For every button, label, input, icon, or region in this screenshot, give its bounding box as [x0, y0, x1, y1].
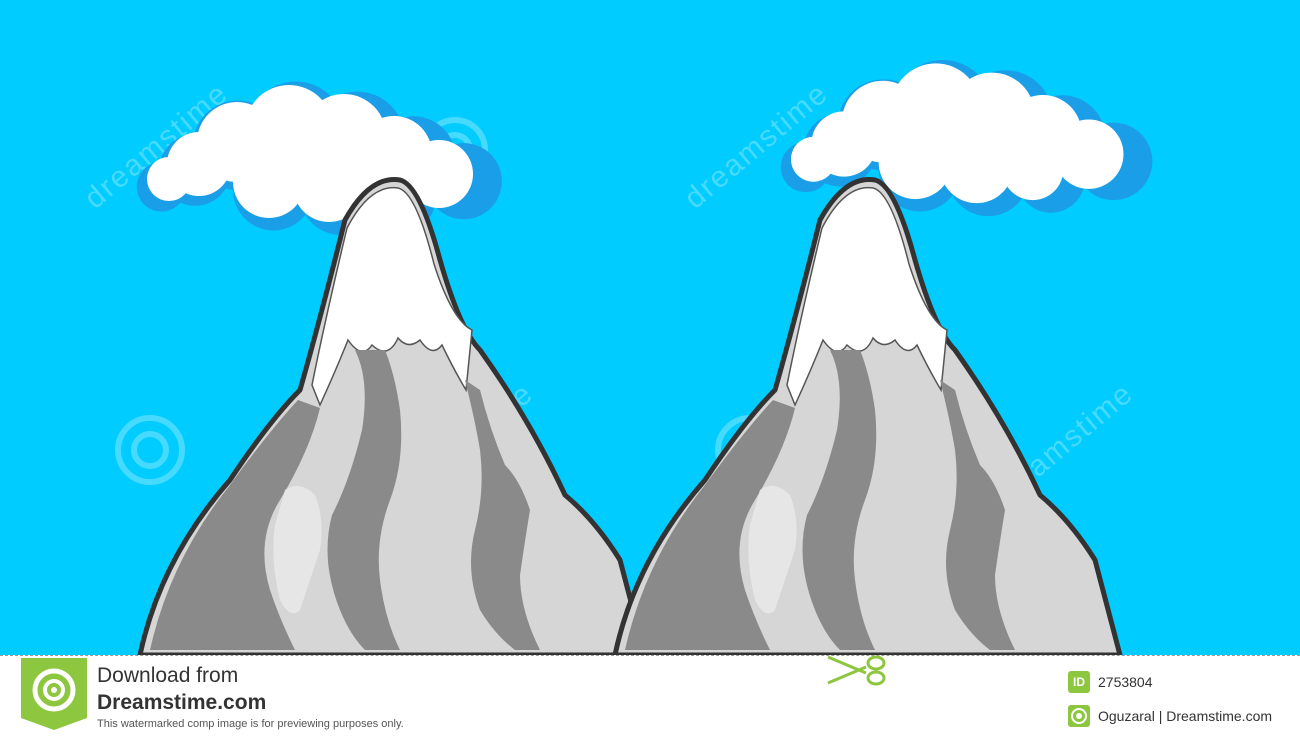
- id-badge-icon: ID: [1068, 671, 1090, 693]
- disclaimer: This watermarked comp image is for previ…: [97, 718, 404, 730]
- footer-bar: Download from Dreamstime.com This waterm…: [0, 655, 1300, 744]
- dreamstime-logo-icon: [21, 658, 87, 730]
- image-id: 2753804: [1098, 674, 1153, 690]
- copyright-icon: [1068, 705, 1090, 727]
- scissors-icon: [827, 655, 886, 686]
- download-label: Download from: [97, 664, 239, 687]
- brand-name: Dreamstime.com: [97, 691, 267, 714]
- mountain-scene: dreamstime dreamstime dreamstime dreamst…: [0, 0, 1300, 655]
- credit-line: Oguzaral | Dreamstime.com: [1098, 708, 1273, 724]
- watermark-spiral-icon-1: [115, 415, 185, 485]
- illustration: dreamstime dreamstime dreamstime dreamst…: [0, 0, 1300, 655]
- cut-line: [0, 655, 1300, 656]
